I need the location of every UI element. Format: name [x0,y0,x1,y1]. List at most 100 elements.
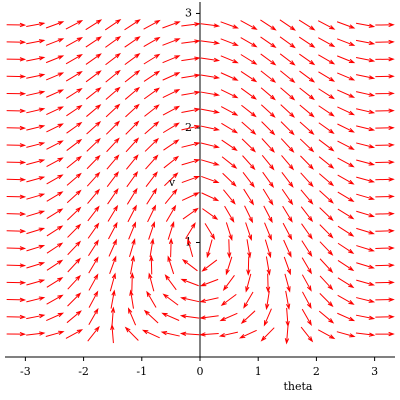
arrow [143,53,161,65]
arrow [299,138,315,153]
arrow [67,274,81,290]
arrow [356,159,376,166]
arrow [317,20,336,30]
arrow [299,104,315,118]
arrow [148,221,155,240]
arrow [337,174,355,185]
arrow [261,155,275,171]
arrow [337,140,355,150]
arrow [162,293,179,306]
arrow [45,55,65,64]
arrow [218,331,238,338]
y-axis-label: v [168,176,176,189]
arrow [124,53,141,66]
arrow [319,207,334,222]
arrow [201,175,220,184]
arrow [143,19,161,30]
arrow [337,277,355,289]
arrow [179,331,200,336]
x-axis-label: theta [284,380,313,393]
arrow [46,191,64,202]
arrow [300,155,315,170]
arrow [284,325,290,345]
arrow [223,189,236,205]
arrow [67,240,82,256]
arrow [182,207,199,220]
arrow [46,208,64,220]
arrow [260,104,276,118]
arrow [261,121,276,136]
arrow [240,37,258,48]
arrow [337,242,355,254]
arrow [144,104,160,117]
arrow [220,89,239,99]
arrow [206,239,213,259]
arrow [66,189,82,204]
arrow [65,70,83,82]
arrow [375,74,395,79]
arrow [67,292,82,307]
arrow [85,87,102,100]
arrow [129,289,134,309]
arrow [105,103,121,118]
arrow [6,263,27,268]
arrow [26,124,46,131]
arrow [355,74,376,80]
arrow [337,225,355,237]
arrow [162,105,181,116]
arrow [337,208,355,220]
arrow [149,254,154,275]
arrow [162,122,180,134]
arrow [318,156,335,169]
arrow [356,279,375,286]
arrow [88,239,99,257]
arrow [180,278,199,287]
arrow [356,193,375,201]
arrow [356,91,376,97]
arrow [26,296,46,303]
arrow [164,274,177,291]
arrow [65,37,84,47]
arrow [200,142,220,149]
arrow [200,57,221,63]
arrow [283,239,292,258]
arrow [6,280,27,285]
arrow [6,314,27,320]
arrow [181,158,201,166]
arrow [200,159,220,166]
arrow [143,87,160,100]
arrow [375,177,395,182]
arrow [6,91,27,96]
arrow [260,36,277,49]
arrow [375,263,395,268]
arrow [162,72,181,81]
arrow [185,222,196,239]
arrow [181,192,200,201]
arrow [164,188,178,204]
arrow [375,228,395,234]
arrow [145,171,158,187]
arrow [264,239,272,259]
arrow [262,171,275,189]
arrow [336,331,356,338]
arrow [147,204,157,223]
arrow [246,256,251,276]
arrow [126,154,139,170]
arrow [85,70,102,83]
arrow [355,314,376,320]
arrow [148,272,155,292]
arrow [86,137,101,152]
arrow [87,325,100,342]
arrow [375,245,395,251]
arrow [220,55,239,64]
arrow [375,211,395,216]
arrow [225,222,233,242]
arrow [375,91,395,96]
arrow [105,52,122,66]
arrow [279,19,296,31]
arrow [355,332,376,337]
arrow [86,104,102,117]
arrow [107,188,119,205]
arrow [242,155,256,171]
arrow [128,221,137,240]
